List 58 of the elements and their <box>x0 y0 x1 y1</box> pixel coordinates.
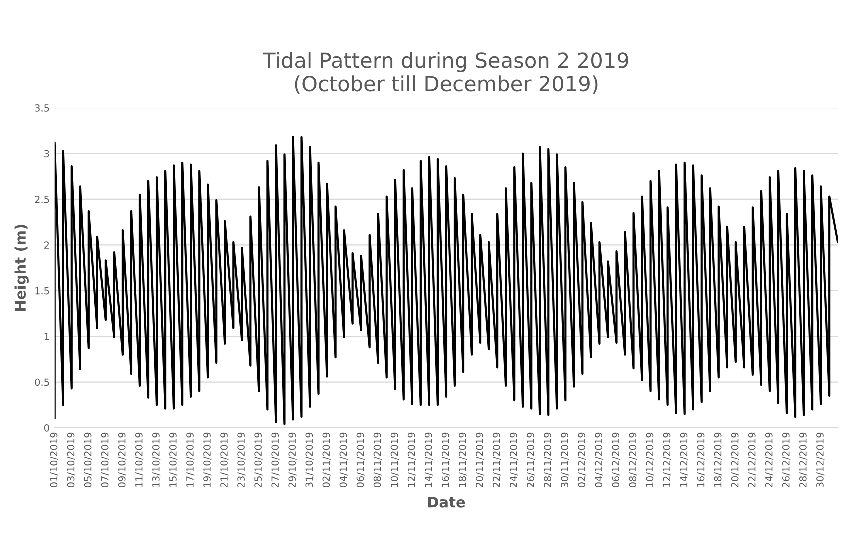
x-tick-label: 06/12/2019 <box>612 432 620 488</box>
x-tick-label: 20/12/2019 <box>731 432 740 488</box>
x-tick-label: 30/12/2019 <box>816 432 825 488</box>
y-tick-label: 3.5 <box>35 104 50 112</box>
x-tick-label: 31/10/2019 <box>306 432 314 488</box>
x-tick-label: 12/11/2019 <box>408 432 416 488</box>
x-tick-label: 08/12/2019 <box>629 432 638 488</box>
x-tick-label: 01/10/2019 <box>50 432 58 488</box>
x-tick-label: 23/10/2019 <box>238 432 246 488</box>
y-tick-label: 1.5 <box>36 287 50 295</box>
x-tick-label: 15/10/2019 <box>170 432 178 488</box>
x-tick-label: 03/10/2019 <box>67 432 76 488</box>
x-tick-label: 20/11/2019 <box>476 432 484 488</box>
x-tick-label: 17/10/2019 <box>186 432 195 488</box>
x-tick-label: 14/11/2019 <box>424 432 434 488</box>
y-tick-label: 2.5 <box>35 196 50 204</box>
x-tick-label: 02/12/2019 <box>578 432 586 488</box>
chart-title: Tidal Pattern during Season 2 2019 (October till December 2019) <box>263 52 628 94</box>
x-tick-label: 24/11/2019 <box>510 432 518 488</box>
x-tick-label: 28/12/2019 <box>800 432 808 488</box>
x-tick-label: 22/11/2019 <box>493 432 502 488</box>
y-axis-title: Height (m) <box>14 225 29 311</box>
x-tick-label: 16/11/2019 <box>442 432 450 488</box>
line-series <box>54 136 838 426</box>
y-tick-label: 1 <box>44 333 50 340</box>
x-tick-label: 25/10/2019 <box>254 432 263 488</box>
x-tick-label: 19/10/2019 <box>204 432 212 488</box>
x-tick-label: 02/11/2019 <box>322 432 331 488</box>
x-tick-label: 22/12/2019 <box>748 432 757 488</box>
x-tick-label: 10/12/2019 <box>646 432 654 488</box>
x-tick-label: 30/11/2019 <box>561 432 570 488</box>
x-tick-label: 28/11/2019 <box>544 432 552 488</box>
x-tick-label: 11/10/2019 <box>135 432 144 488</box>
x-tick-label: 07/10/2019 <box>101 432 110 488</box>
x-tick-label: 21/10/2019 <box>220 432 229 488</box>
x-tick-label: 26/11/2019 <box>527 432 536 488</box>
x-tick-label: 10/11/2019 <box>390 432 399 488</box>
x-tick-label: 08/11/2019 <box>374 432 382 488</box>
y-tick-label: 0.5 <box>35 378 50 386</box>
x-tick-label: 04/11/2019 <box>340 432 348 488</box>
x-tick-label: 09/10/2019 <box>118 432 127 488</box>
x-tick-label: 05/10/2019 <box>84 432 92 488</box>
x-tick-label: 06/11/2019 <box>356 432 365 488</box>
x-tick-label: 16/12/2019 <box>697 432 706 488</box>
y-tick-label: 2 <box>44 242 50 249</box>
y-tick-label: 3 <box>44 150 50 158</box>
x-tick-label: 18/11/2019 <box>458 432 468 488</box>
y-tick-label: 0 <box>44 424 50 432</box>
x-tick-label: 27/10/2019 <box>272 432 280 488</box>
x-tick-label: 13/10/2019 <box>152 432 161 488</box>
x-axis-title: Date <box>428 496 466 508</box>
x-tick-label: 12/12/2019 <box>663 432 672 488</box>
x-tick-label: 14/12/2019 <box>680 432 688 488</box>
x-tick-label: 04/12/2019 <box>595 432 604 488</box>
x-tick-label: 29/10/2019 <box>288 432 297 488</box>
x-tick-label: 24/12/2019 <box>765 432 774 488</box>
x-tick-label: 26/12/2019 <box>782 432 791 488</box>
x-tick-label: 18/12/2019 <box>714 432 722 488</box>
